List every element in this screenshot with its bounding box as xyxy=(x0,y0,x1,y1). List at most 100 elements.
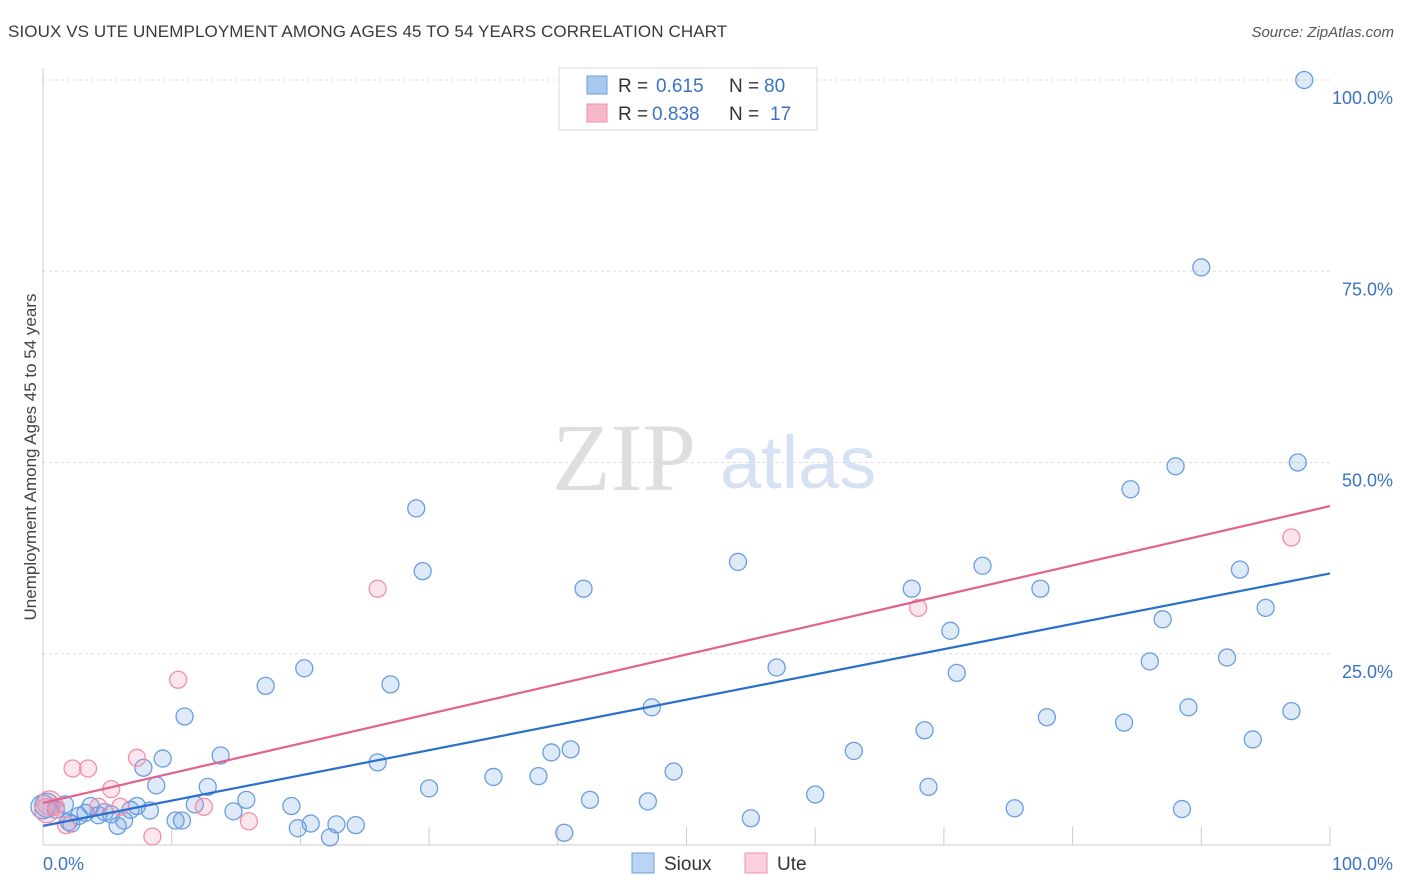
sioux-point-74 xyxy=(1256,598,1275,617)
bottom-legend-label-ute: Ute xyxy=(777,854,807,875)
sioux-point-65 xyxy=(1140,652,1159,671)
sioux-point-37 xyxy=(413,561,432,581)
sioux-point-20 xyxy=(175,707,194,726)
bottom-legend: Sioux Ute xyxy=(631,852,807,875)
sioux-point-50 xyxy=(741,809,760,828)
ute-point-3 xyxy=(63,759,82,778)
ute-points xyxy=(34,528,1301,846)
ute-point-11 xyxy=(194,797,214,816)
sioux-point-35 xyxy=(381,675,400,694)
sioux-point-23 xyxy=(211,746,230,765)
y-axis-label: Unemployment Among Ages 45 to 54 years xyxy=(21,294,40,621)
sioux-point-59 xyxy=(973,556,992,575)
bottom-legend-label-sioux: Sioux xyxy=(664,854,712,875)
sioux-trend-line xyxy=(42,572,1331,827)
x-tick-label-max: 100.0% xyxy=(1332,854,1393,874)
sioux-point-66 xyxy=(1153,610,1172,629)
sioux-point-55 xyxy=(915,721,934,740)
ute-point-15 xyxy=(1282,528,1301,547)
legend-r-value-sioux: 0.615 xyxy=(656,76,704,97)
sioux-point-16 xyxy=(147,776,166,795)
ute-point-4 xyxy=(78,759,98,778)
sioux-point-58 xyxy=(947,663,966,683)
bottom-legend-swatch-sioux xyxy=(631,852,655,874)
sioux-point-53 xyxy=(844,741,863,761)
y-tick-label-1: 50.0% xyxy=(1342,471,1393,491)
sioux-point-36 xyxy=(407,499,426,518)
sioux-point-77 xyxy=(1295,70,1314,90)
ute-point-1 xyxy=(46,797,66,816)
sioux-point-49 xyxy=(728,552,748,572)
y-tick-label-3: 100.0% xyxy=(1332,88,1393,108)
ute-point-8 xyxy=(127,748,147,767)
legend-swatch-sioux xyxy=(586,75,608,95)
trend-lines xyxy=(42,505,1331,827)
y-tick-labels: 25.0% 50.0% 75.0% 100.0% xyxy=(1332,88,1393,682)
sioux-point-51 xyxy=(767,658,786,677)
legend-r-value-ute: 0.838 xyxy=(652,104,700,125)
sioux-point-54 xyxy=(902,579,921,598)
sioux-point-24 xyxy=(224,802,243,821)
sioux-point-19 xyxy=(172,811,192,830)
legend-n-value-sioux: 80 xyxy=(764,76,785,97)
ute-point-10 xyxy=(168,670,188,689)
sioux-point-29 xyxy=(295,659,314,678)
sioux-point-44 xyxy=(574,579,593,598)
ute-point-16 xyxy=(36,790,63,816)
sioux-point-46 xyxy=(638,792,658,811)
sioux-point-42 xyxy=(555,823,574,842)
ute-point-12 xyxy=(239,812,259,831)
legend-r-label-ute: R = xyxy=(618,104,648,125)
ute-point-13 xyxy=(368,579,387,598)
sioux-point-25 xyxy=(237,790,256,810)
sioux-point-33 xyxy=(346,815,365,835)
watermark-zip: ZIP xyxy=(552,404,696,511)
ute-point-5 xyxy=(89,797,108,816)
sioux-point-73 xyxy=(1243,730,1262,749)
sioux-point-27 xyxy=(282,796,301,816)
sioux-point-45 xyxy=(580,790,600,810)
sioux-point-38 xyxy=(419,779,439,798)
chart-title: SIOUX VS UTE UNEMPLOYMENT AMONG AGES 45 … xyxy=(8,22,728,41)
sioux-point-56 xyxy=(919,777,938,797)
sioux-point-18 xyxy=(166,811,185,830)
sioux-point-43 xyxy=(561,740,580,759)
legend: R = 0.615 N = 80 R = 0.838 N = 17 xyxy=(558,67,818,131)
sioux-point-52 xyxy=(806,785,825,804)
sioux-point-40 xyxy=(529,767,548,786)
sioux-point-72 xyxy=(1230,560,1250,579)
y-tick-label-0: 25.0% xyxy=(1342,662,1393,682)
ute-trend-line xyxy=(42,505,1331,804)
sioux-point-68 xyxy=(1172,799,1192,819)
x-tick-label-min: 0.0% xyxy=(43,854,84,874)
sioux-point-26 xyxy=(256,676,275,696)
legend-n-value-ute: 17 xyxy=(770,104,791,125)
source-label: Source: ZipAtlas.com xyxy=(1251,24,1394,41)
y-tick-label-2: 75.0% xyxy=(1342,279,1393,299)
watermark-atlas: atlas xyxy=(720,421,876,504)
sioux-point-32 xyxy=(327,815,346,834)
sioux-point-17 xyxy=(153,749,172,768)
legend-n-label-ute: N = xyxy=(729,104,759,125)
sioux-point-14 xyxy=(134,758,153,777)
ute-point-9 xyxy=(143,827,162,846)
sioux-point-39 xyxy=(484,767,503,787)
sioux-point-62 xyxy=(1037,708,1057,727)
sioux-point-22 xyxy=(198,777,217,797)
sioux-point-76 xyxy=(1288,453,1307,472)
ute-point-14 xyxy=(909,598,928,617)
sioux-point-69 xyxy=(1179,698,1198,717)
legend-n-label-sioux: N = xyxy=(729,76,759,97)
sioux-point-48 xyxy=(664,762,683,781)
axes xyxy=(42,68,1330,846)
sioux-point-30 xyxy=(301,814,320,833)
sioux-point-61 xyxy=(1031,579,1050,598)
sioux-point-70 xyxy=(1192,258,1211,277)
sioux-point-67 xyxy=(1166,457,1185,476)
sioux-point-63 xyxy=(1114,713,1134,732)
legend-swatch-ute xyxy=(586,103,608,123)
bottom-legend-swatch-ute xyxy=(744,852,768,874)
sioux-point-11 xyxy=(114,811,134,830)
legend-r-label-sioux: R = xyxy=(618,76,648,97)
